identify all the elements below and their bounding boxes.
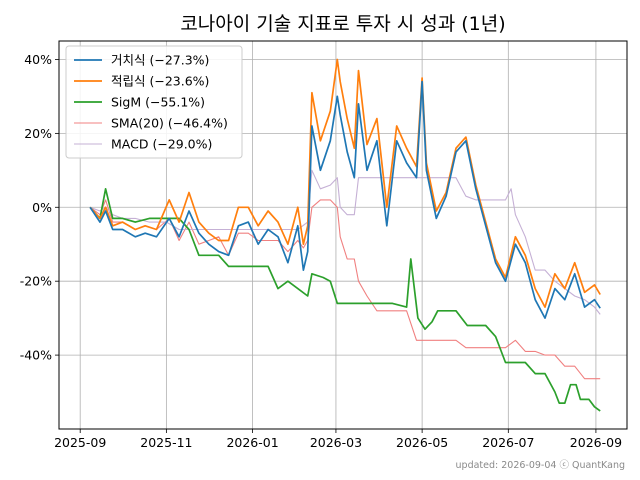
y-tick-label: 20%	[24, 126, 52, 141]
chart-title: 코나아이 기술 지표로 투자 시 성과 (1년)	[180, 13, 505, 35]
legend-label: 거치식 (−27.3%)	[111, 53, 209, 68]
footer-credit: updated: 2026-09-04 ⓒ QuantKang	[456, 460, 625, 471]
legend-label: MACD (−29.0%)	[111, 137, 212, 152]
y-tick-label: 40%	[24, 52, 52, 67]
x-axis: 2025-09 2025-11 2026-01 2026-03 2026-05 2026-…	[54, 429, 622, 450]
x-tick-label: 2026-05	[396, 435, 448, 450]
series-line-0	[89, 80, 601, 319]
legend-label: SigM (−55.1%)	[111, 95, 205, 110]
x-tick-label: 2026-09	[570, 435, 622, 450]
x-tick-label: 2026-01	[226, 435, 278, 450]
y-tick-label: -40%	[20, 348, 52, 363]
x-tick-label: 2026-03	[310, 435, 362, 450]
series-line-1	[89, 58, 601, 308]
y-axis: -40% -20% 0% 20% 40%	[20, 52, 59, 363]
legend: 거치식 (−27.3%) 적립식 (−23.6%) SigM (−55.1%) SMA…	[65, 45, 243, 159]
plot-frame	[58, 40, 628, 430]
x-tick-label: 2026-07	[482, 435, 534, 450]
x-tick-label: 2025-09	[54, 435, 106, 450]
series-lines	[89, 58, 601, 412]
y-tick-label: 0%	[32, 200, 52, 215]
legend-box	[65, 45, 243, 159]
x-tick-label: 2025-11	[140, 435, 192, 450]
legend-label: SMA(20) (−46.4%)	[111, 116, 228, 131]
legend-label: 적립식 (−23.6%)	[111, 74, 209, 89]
series-line-3	[89, 199, 601, 380]
y-tick-label: -20%	[20, 274, 52, 289]
series-line-4	[89, 169, 601, 315]
